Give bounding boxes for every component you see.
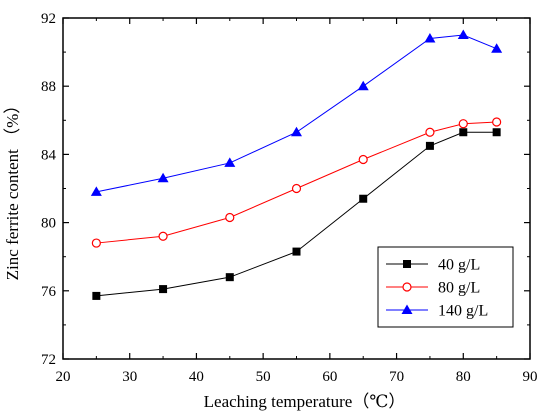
x-tick-label: 50 — [256, 369, 271, 385]
x-tick-label: 40 — [189, 369, 204, 385]
legend-label: 80 g/L — [438, 280, 480, 297]
data-point — [157, 172, 169, 183]
data-point — [491, 43, 503, 53]
data-point — [225, 273, 234, 282]
data-point — [90, 186, 102, 196]
data-point — [292, 247, 301, 256]
y-tick-label: 92 — [41, 11, 56, 27]
data-point — [458, 119, 468, 129]
legend-marker — [402, 282, 412, 292]
x-tick-label: 70 — [389, 369, 404, 385]
legend-label: 40 g/L — [438, 257, 480, 274]
x-tick-label: 20 — [56, 369, 71, 385]
y-tick-label: 76 — [41, 284, 57, 300]
series-line — [96, 34, 497, 193]
y-tick-label: 84 — [41, 147, 57, 163]
data-point — [158, 231, 168, 241]
x-tick-label: 60 — [322, 369, 337, 385]
y-tick-label: 72 — [41, 352, 56, 368]
data-point — [358, 154, 368, 165]
data-point — [492, 117, 502, 127]
x-axis-label: Leaching temperature（℃） — [204, 392, 406, 411]
data-point — [357, 80, 369, 91]
x-tick-label: 30 — [122, 369, 137, 385]
series-1 — [91, 117, 502, 248]
legend-item: 140 g/L — [386, 303, 488, 320]
data-point — [359, 194, 368, 203]
data-point — [425, 141, 434, 150]
data-point — [291, 183, 302, 194]
data-point — [424, 32, 436, 43]
x-axis-ticks: 20 30 40 50 60 70 80 90 — [56, 18, 538, 385]
legend-marker — [401, 304, 413, 314]
data-point — [291, 126, 302, 137]
series-2 — [90, 29, 503, 196]
series-line — [96, 131, 497, 297]
x-tick-label: 80 — [456, 369, 471, 385]
series-0 — [92, 128, 501, 300]
data-point — [159, 285, 168, 294]
data-point — [224, 157, 236, 167]
series-line — [96, 121, 497, 244]
data-point — [459, 128, 468, 137]
legend-marker — [403, 260, 411, 268]
data-point — [492, 128, 501, 137]
y-axis-label: Zinc ferrite content （%） — [3, 97, 22, 281]
legend: 40 g/L 80 g/L 140 g/L — [377, 246, 514, 328]
y-tick-label: 80 — [41, 216, 56, 232]
data-point — [225, 212, 235, 223]
legend-item: 80 g/L — [386, 280, 480, 297]
plot-area-frame — [62, 17, 531, 360]
data-point — [92, 291, 101, 300]
y-tick-label: 88 — [41, 79, 56, 95]
legend-item: 40 g/L — [386, 257, 480, 274]
legend-label: 140 g/L — [438, 303, 488, 320]
series-layer — [90, 29, 503, 300]
x-tick-label: 90 — [523, 369, 538, 385]
data-point — [457, 29, 469, 40]
data-point — [425, 127, 435, 137]
data-point — [91, 238, 101, 248]
